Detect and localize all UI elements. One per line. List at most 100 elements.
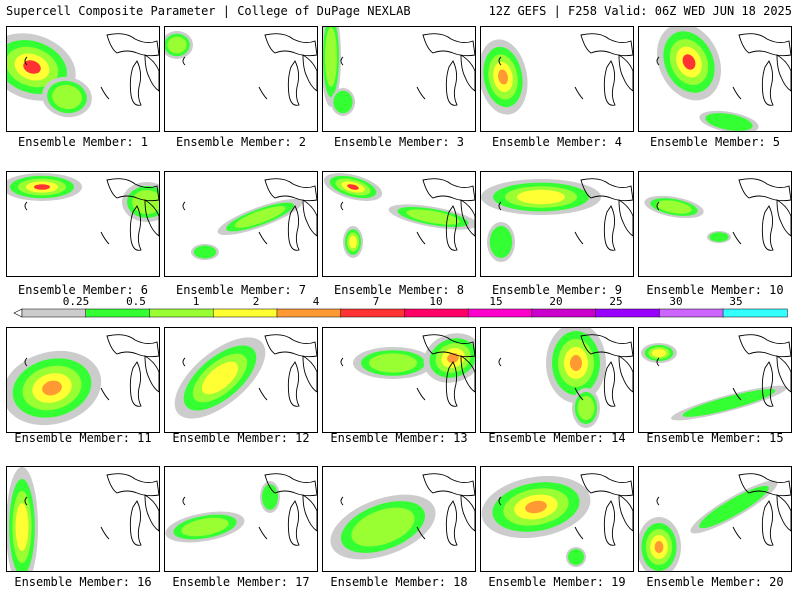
great-lakes-coastline: [340, 473, 475, 546]
ensemble-member-label: Ensemble Member: 4: [491, 135, 623, 149]
great-lakes-coastline: [656, 178, 791, 251]
ensemble-member-label: Ensemble Member: 1: [17, 135, 149, 149]
great-lakes-coastline: [182, 33, 317, 106]
colorbar-segment: [21, 308, 87, 318]
member-map-canvas: [644, 178, 791, 251]
member-map-canvas: [498, 328, 633, 428]
scp-contours: [546, 328, 606, 428]
scp-contours: [481, 475, 591, 567]
scp-contours: [174, 337, 266, 419]
scp-contours: [644, 195, 731, 243]
scp-contours: [7, 173, 159, 222]
member-map-canvas: [323, 173, 475, 258]
ensemble-member-label: Ensemble Member: 13: [330, 431, 468, 445]
colorbar-segment: [531, 308, 597, 318]
scp-contours: [323, 27, 355, 116]
ensemble-member-label: Ensemble Member: 9: [491, 283, 623, 297]
ensemble-member-label: Ensemble Member: 14: [488, 431, 626, 445]
ensemble-member-label: Ensemble Member: 5: [649, 135, 781, 149]
member-map-canvas: [7, 33, 159, 118]
member-map-canvas: [165, 473, 317, 546]
colorbar-tick-label: 20: [549, 295, 563, 308]
ensemble-member-label: Ensemble Member: 2: [175, 135, 307, 149]
great-lakes-coastline: [24, 334, 159, 407]
ensemble-member-map: [638, 327, 792, 433]
member-map-canvas: [323, 27, 475, 116]
ensemble-member-map: [6, 26, 160, 132]
member-map-canvas: [641, 334, 791, 421]
ensemble-member-map: [638, 171, 792, 277]
scp-contours: [641, 343, 787, 421]
ensemble-member-label: Ensemble Member: 11: [14, 431, 152, 445]
ensemble-member-map: [164, 26, 318, 132]
ensemble-member-label: Ensemble Member: 12: [172, 431, 310, 445]
ensemble-member-label: Ensemble Member: 18: [330, 575, 468, 589]
great-lakes-coastline: [182, 334, 317, 407]
colorbar-tick-label: 15: [489, 295, 503, 308]
colorbar-tick-label: 25: [609, 295, 623, 308]
ensemble-member-label: Ensemble Member: 3: [333, 135, 465, 149]
colorbar-tick-label: 10: [429, 295, 443, 308]
ensemble-member-label: Ensemble Member: 6: [17, 283, 149, 297]
ensemble-member-map: [322, 327, 476, 433]
scp-contours: [7, 467, 38, 571]
ensemble-member-map: [322, 171, 476, 277]
ensemble-member-map: [164, 327, 318, 433]
colorbar-tick-label: 2: [252, 295, 260, 308]
ensemble-member-label: Ensemble Member: 8: [333, 283, 465, 297]
great-lakes-coastline: [656, 33, 791, 106]
ensemble-member-map: [6, 171, 160, 277]
colorbar-segment: [467, 308, 533, 318]
colorbar-tick-label: 7: [372, 295, 380, 308]
ensemble-member-map: [322, 466, 476, 572]
ensemble-member-map: [638, 466, 792, 572]
member-map-canvas: [330, 473, 475, 560]
ensemble-member-map: [480, 327, 634, 433]
great-lakes-coastline: [24, 33, 159, 106]
member-map-canvas: [165, 31, 317, 106]
scp-contours: [165, 481, 280, 543]
ensemble-member-map: [6, 466, 160, 572]
product-title: Supercell Composite Parameter | College …: [6, 4, 411, 18]
scp-contours: [481, 39, 528, 115]
member-map-canvas: [7, 467, 159, 571]
great-lakes-coastline: [498, 178, 633, 251]
scp-contours: [323, 173, 475, 258]
great-lakes-coastline: [340, 33, 475, 106]
scp-contours: [656, 27, 759, 131]
ensemble-member-label: Ensemble Member: 10: [646, 283, 784, 297]
great-lakes-coastline: [24, 473, 159, 546]
member-map-canvas: [639, 473, 791, 571]
colorbar-tick-label: 30: [669, 295, 683, 308]
member-map-canvas: [7, 334, 159, 426]
member-map-canvas: [481, 33, 633, 115]
ensemble-member-map: [164, 466, 318, 572]
member-map-canvas: [174, 334, 317, 419]
scp-contours: [330, 494, 436, 560]
ensemble-member-map: [480, 466, 634, 572]
colorbar-segment: [722, 308, 788, 318]
great-lakes-coastline: [340, 178, 475, 251]
great-lakes-coastline: [340, 334, 475, 407]
ensemble-member-map: [164, 171, 318, 277]
ensemble-member-label: Ensemble Member: 16: [14, 575, 152, 589]
colorbar-segment: [404, 308, 469, 318]
ensemble-member-map: [480, 26, 634, 132]
colorbar-segment: [595, 308, 661, 318]
scp-contours: [191, 198, 303, 260]
colorbar-tick-label: 4: [312, 295, 320, 308]
great-lakes-coastline: [656, 473, 791, 546]
scp-contours: [7, 33, 92, 118]
great-lakes-coastline: [656, 334, 791, 407]
member-map-canvas: [481, 473, 633, 567]
colorbar-segment: [149, 308, 215, 318]
ensemble-member-label: Ensemble Member: 17: [172, 575, 310, 589]
ensemble-member-label: Ensemble Member: 7: [175, 283, 307, 297]
great-lakes-coastline: [182, 178, 317, 251]
header: Supercell Composite Parameter | College …: [0, 0, 800, 22]
scp-contours: [353, 333, 475, 383]
great-lakes-coastline: [498, 334, 633, 407]
member-map-canvas: [340, 333, 475, 407]
ensemble-member-label: Ensemble Member: 20: [646, 575, 784, 589]
colorbar-segment: [212, 308, 278, 318]
